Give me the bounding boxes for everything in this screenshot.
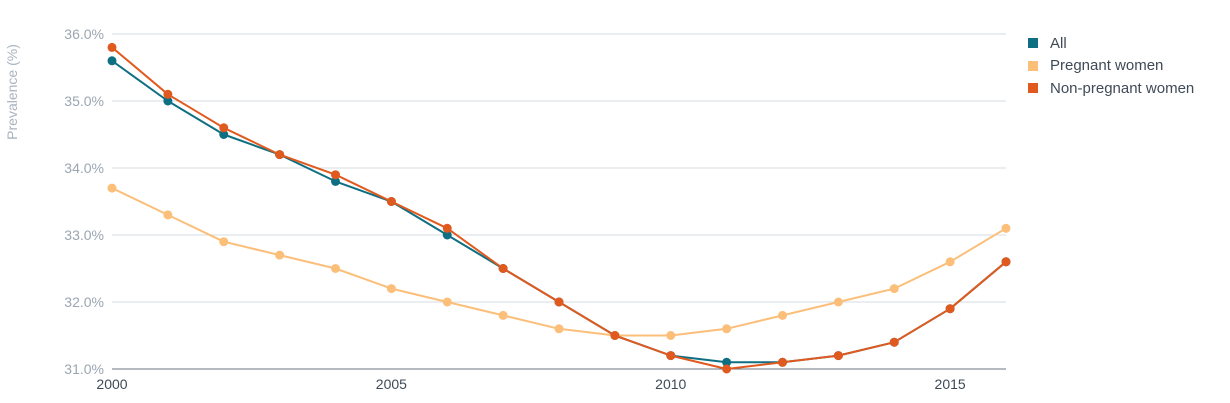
legend-item-all[interactable]: All bbox=[1028, 32, 1194, 55]
y-tick-label: 34.0% bbox=[64, 160, 104, 176]
x-tick-label: 2005 bbox=[376, 376, 407, 392]
data-point-pregnant-women[interactable] bbox=[331, 264, 340, 273]
data-point-non-pregnant-women[interactable] bbox=[722, 364, 732, 374]
data-point-non-pregnant-women[interactable] bbox=[1001, 257, 1011, 267]
data-point-pregnant-women[interactable] bbox=[219, 237, 229, 247]
data-point-pregnant-women[interactable] bbox=[778, 310, 787, 320]
data-point-all[interactable] bbox=[163, 96, 173, 106]
data-point-non-pregnant-women[interactable] bbox=[498, 264, 508, 273]
series-layer bbox=[107, 42, 1011, 374]
data-point-pregnant-women[interactable] bbox=[442, 297, 452, 307]
y-tick-label: 32.0% bbox=[64, 294, 104, 310]
data-point-all[interactable] bbox=[219, 130, 229, 139]
data-point-all[interactable] bbox=[107, 56, 117, 66]
data-point-pregnant-women[interactable] bbox=[833, 297, 843, 307]
data-point-non-pregnant-women[interactable] bbox=[945, 304, 955, 314]
series-all bbox=[107, 56, 1011, 367]
legend: All Pregnant women Non-pregnant women bbox=[1028, 32, 1194, 100]
data-point-pregnant-women[interactable] bbox=[889, 284, 899, 294]
y-tick-labels: 31.0% 32.0% 33.0% 34.0% 35.0% 36.0% bbox=[64, 26, 104, 377]
legend-swatch-non-pregnant-women bbox=[1028, 83, 1038, 94]
legend-item-non-pregnant-women[interactable]: Non-pregnant women bbox=[1028, 77, 1194, 100]
data-point-pregnant-women[interactable] bbox=[386, 284, 396, 294]
x-tick-label: 2015 bbox=[935, 376, 966, 392]
data-point-all[interactable] bbox=[722, 357, 732, 367]
data-point-non-pregnant-women[interactable] bbox=[163, 89, 173, 99]
y-tick-label: 31.0% bbox=[64, 361, 104, 377]
series-line-all bbox=[111, 59, 1007, 364]
legend-label-pregnant-women: Pregnant women bbox=[1050, 57, 1164, 75]
data-point-non-pregnant-women[interactable] bbox=[107, 42, 117, 52]
y-axis-label: Prevalence (%) bbox=[4, 44, 20, 140]
x-tick-label: 2000 bbox=[96, 376, 127, 392]
data-point-pregnant-women[interactable] bbox=[945, 257, 955, 267]
data-point-non-pregnant-women[interactable] bbox=[610, 331, 620, 340]
legend-item-pregnant-women[interactable]: Pregnant women bbox=[1028, 55, 1194, 78]
data-point-non-pregnant-women[interactable] bbox=[275, 150, 285, 160]
data-point-non-pregnant-women[interactable] bbox=[219, 123, 229, 133]
data-point-pregnant-women[interactable] bbox=[163, 210, 173, 220]
legend-swatch-pregnant-women bbox=[1028, 60, 1038, 71]
y-tick-label: 33.0% bbox=[64, 227, 104, 243]
data-point-pregnant-women[interactable] bbox=[1001, 223, 1011, 233]
data-point-non-pregnant-women[interactable] bbox=[889, 337, 899, 347]
data-point-pregnant-women[interactable] bbox=[722, 324, 732, 334]
data-point-non-pregnant-women[interactable] bbox=[386, 197, 396, 206]
data-point-non-pregnant-women[interactable] bbox=[778, 357, 787, 367]
legend-swatch-all bbox=[1028, 38, 1038, 49]
x-tick-label: 2010 bbox=[655, 376, 686, 392]
data-point-non-pregnant-women[interactable] bbox=[666, 351, 676, 361]
data-point-pregnant-women[interactable] bbox=[554, 324, 564, 334]
gridlines bbox=[112, 33, 1006, 303]
y-tick-label: 35.0% bbox=[64, 93, 104, 109]
data-point-pregnant-women[interactable] bbox=[107, 183, 117, 193]
series-non-pregnant-women bbox=[107, 42, 1011, 374]
data-point-pregnant-women[interactable] bbox=[275, 250, 285, 260]
data-point-non-pregnant-women[interactable] bbox=[331, 170, 340, 180]
series-pregnant-women bbox=[107, 183, 1011, 340]
legend-label-all: All bbox=[1050, 34, 1067, 52]
data-point-non-pregnant-women[interactable] bbox=[554, 297, 564, 307]
data-point-pregnant-women[interactable] bbox=[666, 331, 676, 340]
series-line-non-pregnant-women bbox=[111, 46, 1007, 370]
data-point-non-pregnant-women[interactable] bbox=[442, 223, 452, 233]
y-tick-label: 36.0% bbox=[64, 26, 104, 42]
legend-label-non-pregnant-women: Non-pregnant women bbox=[1050, 79, 1195, 97]
data-point-pregnant-women[interactable] bbox=[498, 310, 508, 320]
data-point-all[interactable] bbox=[331, 176, 340, 186]
data-point-non-pregnant-women[interactable] bbox=[833, 351, 843, 361]
data-point-all[interactable] bbox=[442, 230, 452, 240]
series-line-pregnant-women bbox=[111, 187, 1007, 337]
x-tick-labels: 2000 2005 2010 2015 bbox=[96, 376, 965, 392]
